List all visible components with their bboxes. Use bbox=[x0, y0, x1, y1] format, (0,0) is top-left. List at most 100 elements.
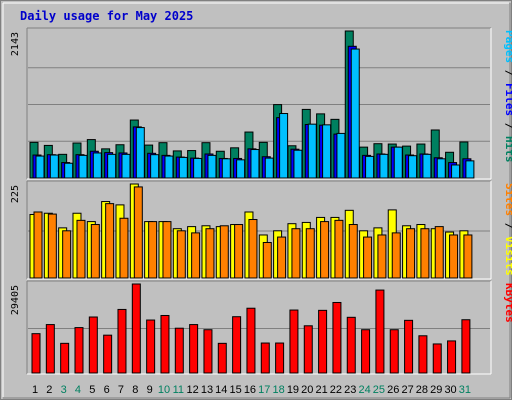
day-label: 16 bbox=[244, 384, 256, 396]
day-label: 11 bbox=[173, 384, 184, 396]
bar-sites-day-10 bbox=[162, 221, 172, 279]
legend-entry: / bbox=[503, 63, 512, 83]
bar-sites-day-14 bbox=[219, 225, 229, 279]
bar-pages-day-26 bbox=[393, 146, 403, 179]
bar-sites-day-25 bbox=[377, 234, 387, 279]
bar-kbytes-day-17 bbox=[260, 342, 270, 374]
bar-kbytes-day-9 bbox=[146, 319, 156, 374]
day-label: 7 bbox=[118, 384, 124, 396]
bar-sites-day-16 bbox=[248, 219, 258, 279]
bar-kbytes-day-22 bbox=[332, 301, 342, 374]
axis-max-label: 29405 bbox=[10, 285, 21, 315]
bar-sites-day-17 bbox=[262, 241, 272, 279]
legend-entry: KBytes bbox=[503, 283, 512, 323]
bar-sites-day-12 bbox=[191, 232, 201, 279]
bar-sites-day-31 bbox=[463, 234, 473, 279]
day-label: 3 bbox=[61, 384, 67, 396]
legend-entry: Pages bbox=[503, 30, 512, 63]
bar-sites-day-8 bbox=[133, 186, 143, 279]
bar-sites-day-27 bbox=[406, 228, 416, 279]
bar-kbytes-day-12 bbox=[189, 324, 199, 374]
bar-kbytes-day-19 bbox=[289, 309, 299, 374]
hits-panel: 2143 Pages / Files / Hits bbox=[10, 27, 512, 180]
series-legend: Pages / Files / Hits bbox=[503, 30, 512, 163]
bar-pages-day-31 bbox=[465, 160, 475, 179]
bar-pages-day-8 bbox=[135, 127, 145, 179]
bar-pages-day-13 bbox=[207, 154, 217, 179]
legend-entry: Sites bbox=[503, 183, 512, 216]
bar-pages-day-7 bbox=[121, 153, 131, 179]
bar-sites-day-21 bbox=[320, 221, 330, 279]
day-label: 29 bbox=[430, 384, 442, 396]
bar-sites-day-18 bbox=[277, 236, 287, 279]
day-label: 17 bbox=[258, 384, 270, 396]
bar-sites-day-11 bbox=[176, 230, 186, 279]
bar-sites-day-23 bbox=[348, 224, 358, 279]
day-label: 21 bbox=[315, 384, 327, 396]
day-label: 19 bbox=[287, 384, 299, 396]
bar-pages-day-30 bbox=[451, 164, 461, 179]
bar-kbytes-day-14 bbox=[217, 342, 227, 374]
bar-kbytes-day-30 bbox=[447, 340, 457, 374]
bar-kbytes-day-27 bbox=[404, 319, 414, 374]
bar-kbytes-day-26 bbox=[389, 329, 399, 374]
day-label: 5 bbox=[89, 384, 95, 396]
day-label: 6 bbox=[104, 384, 110, 396]
bar-kbytes-day-1 bbox=[31, 333, 41, 374]
bar-pages-day-19 bbox=[293, 149, 303, 179]
bar-kbytes-day-10 bbox=[160, 314, 170, 374]
series-sites bbox=[33, 186, 473, 279]
bar-pages-day-29 bbox=[436, 158, 446, 179]
legend-entry: Files bbox=[503, 83, 512, 116]
bar-kbytes-day-3 bbox=[60, 342, 70, 374]
bar-sites-day-6 bbox=[105, 203, 115, 279]
axis-max-label: 225 bbox=[10, 185, 21, 203]
bar-kbytes-day-28 bbox=[418, 335, 428, 374]
day-label: 9 bbox=[147, 384, 153, 396]
bar-sites-day-19 bbox=[291, 228, 301, 279]
bar-sites-day-28 bbox=[420, 228, 430, 279]
bar-pages-day-10 bbox=[164, 155, 174, 179]
day-label: 28 bbox=[416, 384, 428, 396]
bar-pages-day-4 bbox=[78, 154, 88, 179]
bar-sites-day-30 bbox=[449, 234, 459, 279]
bar-pages-day-24 bbox=[365, 155, 375, 179]
bar-sites-day-4 bbox=[76, 219, 86, 279]
bar-pages-day-17 bbox=[264, 157, 274, 179]
day-label: 31 bbox=[459, 384, 471, 396]
bar-kbytes-day-21 bbox=[318, 309, 328, 374]
bar-sites-day-22 bbox=[334, 219, 344, 279]
legend-entry: Visits bbox=[503, 236, 512, 276]
bar-sites-day-3 bbox=[62, 230, 72, 279]
bar-kbytes-day-6 bbox=[103, 334, 113, 374]
day-label: 25 bbox=[373, 384, 385, 396]
day-label: 4 bbox=[75, 384, 81, 396]
series-legend: Sites / Visits bbox=[503, 183, 512, 276]
bar-pages-day-18 bbox=[279, 113, 289, 179]
day-label: 13 bbox=[201, 384, 213, 396]
legend-entry: / bbox=[503, 216, 512, 236]
day-label: 26 bbox=[387, 384, 399, 396]
bar-kbytes-day-8 bbox=[131, 283, 141, 374]
day-label: 24 bbox=[358, 384, 370, 396]
bar-pages-day-23 bbox=[350, 48, 360, 179]
day-label: 8 bbox=[132, 384, 138, 396]
bar-kbytes-day-29 bbox=[432, 343, 442, 374]
bar-sites-day-20 bbox=[305, 228, 315, 279]
day-label: 23 bbox=[344, 384, 356, 396]
bar-pages-day-9 bbox=[150, 154, 160, 179]
bar-sites-day-24 bbox=[363, 236, 373, 279]
bar-sites-day-9 bbox=[148, 221, 158, 279]
bar-kbytes-day-4 bbox=[74, 327, 84, 374]
day-label: 1 bbox=[32, 384, 38, 396]
bar-kbytes-day-24 bbox=[361, 329, 371, 374]
bar-pages-day-6 bbox=[107, 153, 117, 179]
bar-pages-day-20 bbox=[307, 123, 317, 179]
bar-pages-day-2 bbox=[49, 154, 59, 179]
bar-sites-day-2 bbox=[47, 213, 57, 279]
bar-kbytes-day-15 bbox=[232, 316, 242, 374]
bar-pages-day-3 bbox=[64, 162, 74, 179]
day-label: 12 bbox=[187, 384, 199, 396]
